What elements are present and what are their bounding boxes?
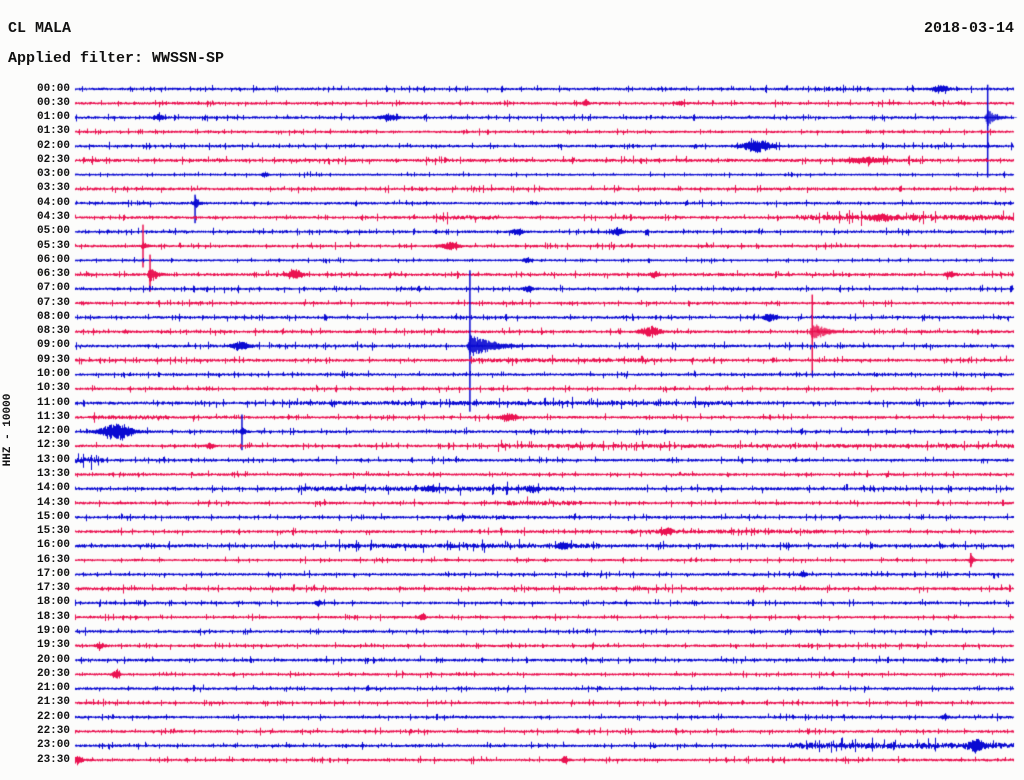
helicorder-traces-canvas [0, 0, 1024, 780]
